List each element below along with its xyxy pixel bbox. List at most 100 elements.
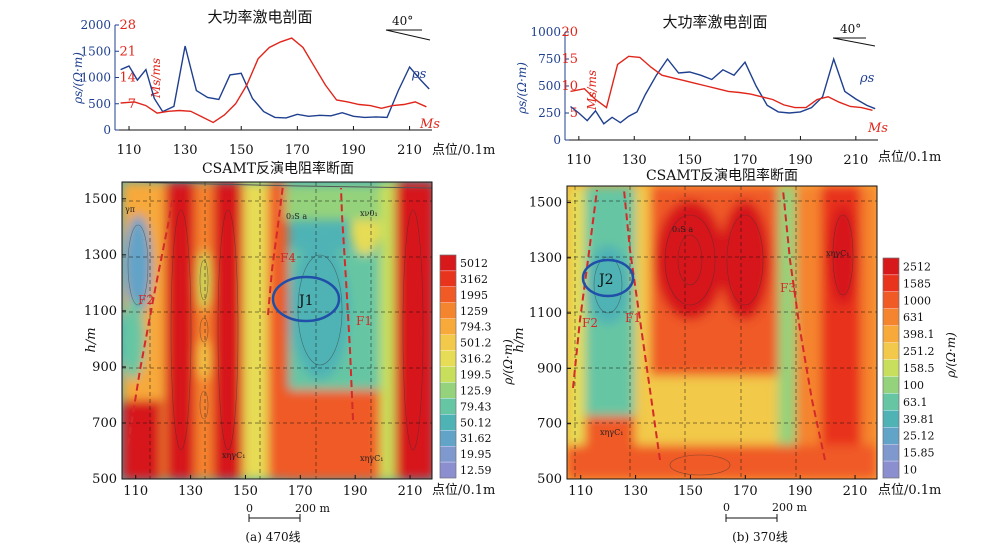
colorbar-swatch-a-9 <box>439 398 457 415</box>
x-tick-top-label-b-2: 150 <box>677 153 702 168</box>
rho-series-label-b: ρs <box>859 71 875 86</box>
x-label-top-a: 点位/0.1m <box>432 143 495 158</box>
x-label-bottom-b: 点位/0.1m <box>878 483 941 498</box>
ms-tick-label-a-3: 28 <box>119 18 136 33</box>
ms-axis-label-a: Ms/ms <box>149 58 163 99</box>
x-tick-top-label-a-0: 110 <box>117 143 142 158</box>
colorbar-value-a-0: 5012 <box>460 257 488 270</box>
colorbar-label-b: ρ/(Ω·m) <box>944 332 958 379</box>
h-tick-label-b-2: 900 <box>537 361 562 376</box>
colorbar-value-b-5: 251.2 <box>903 345 935 358</box>
direction-label-b: 40° <box>840 22 861 36</box>
ms-line-a <box>120 37 427 124</box>
scale-end-a: 200 m <box>295 502 330 515</box>
colorbar-b: 2512 1585 1000 631 398.1 251.2 158.5 100 63.1 39.… <box>882 257 935 479</box>
h-tick-label-b-0: 500 <box>537 472 562 487</box>
colorbar-swatch-b-9 <box>882 410 900 428</box>
h-tick-label-a-2: 900 <box>92 360 117 375</box>
label-osa-a: 0₃S a <box>286 212 307 221</box>
colorbar-swatch-b-5 <box>882 342 900 360</box>
colorbar-value-a-3: 1259 <box>460 305 488 318</box>
colorbar-a: 5012 3162 1995 1259 794.3 501.2 316.2 199.5 125.… <box>439 254 492 479</box>
x-tick-top-label-a-4: 190 <box>341 143 366 158</box>
structure-j2-ellipse <box>581 258 635 298</box>
colorbar-swatch-b-4 <box>882 325 900 343</box>
colorbar-swatch-b-12 <box>882 460 900 479</box>
colorbar-swatch-b-3 <box>882 308 900 326</box>
colorbar-value-a-1: 3162 <box>460 273 488 286</box>
direction-arrow-a: 40° <box>385 14 431 41</box>
label-xnyc-b1: xηγC₁ <box>826 249 849 258</box>
label-f2-b: F2 <box>582 316 598 330</box>
rho-tick-label-b-3: 750 <box>538 52 561 66</box>
h-tick-label-b-1: 700 <box>537 417 562 432</box>
colorbar-swatch-a-2 <box>439 286 457 303</box>
direction-label-a: 40° <box>392 14 413 28</box>
x-tick-bottom-label-b-4: 190 <box>788 484 813 499</box>
h-tick-label-a-0: 500 <box>92 472 117 487</box>
h-tick-label-a-1: 700 <box>92 416 117 431</box>
label-gamma-pi-a: γπ <box>125 205 135 214</box>
label-f2-a: F2 <box>138 293 154 307</box>
colorbar-value-b-4: 398.1 <box>903 328 935 341</box>
x-label-bottom-a: 点位/0.1m <box>432 483 495 498</box>
h-tick-label-a-3: 1100 <box>84 304 117 319</box>
fault-f4-a <box>267 184 284 316</box>
label-osa-b: 0₃S a <box>672 225 693 234</box>
colorbar-label-a: ρ/(Ω·m) <box>501 339 515 386</box>
rho-series-label-a: ρs <box>411 67 427 82</box>
rho-tick-label-b-4: 1000 <box>530 25 561 39</box>
h-tick-label-b-3: 1100 <box>529 306 562 321</box>
x-tick-bottom-label-b-5: 210 <box>843 484 868 499</box>
resistivity-section-a: J1 F1 F2 F4 γπ xηγC₁ xηγC₁ 0₃S a xν0₁ <box>121 181 433 480</box>
x-tick-bottom-label-b-3: 170 <box>733 484 758 499</box>
colorbar-swatch-a-0 <box>439 254 457 272</box>
h-tick-label-b-5: 1500 <box>529 196 562 211</box>
ms-tick-label-b-3: 20 <box>561 25 578 40</box>
rho-tick-label-a-3: 1500 <box>80 44 111 58</box>
colorbar-swatch-a-12 <box>439 445 457 463</box>
x-tick-bottom-label-a-4: 190 <box>343 484 368 499</box>
x-ticks-bottom-a: 110 130 150 170 190 210 <box>123 475 422 499</box>
h-axis-label-a: h/m <box>84 327 99 352</box>
x-tick-bottom-label-b-0: 110 <box>568 484 593 499</box>
x-tick-top-label-a-5: 210 <box>397 143 422 158</box>
ms-series-label-b: Ms <box>867 121 888 136</box>
colorbar-swatch-b-0 <box>882 257 900 276</box>
colorbar-value-a-6: 316.2 <box>460 353 492 366</box>
colorbar-swatch-a-6 <box>439 350 457 367</box>
colorbar-value-b-8: 63.1 <box>903 396 928 409</box>
colorbar-value-a-4: 794.3 <box>460 321 492 334</box>
caption-a: (a) 470线 <box>245 530 300 544</box>
resistivity-section-b: J2 F1 F2 F3 0₃S a xηγC₁ xηγC₁ <box>566 185 878 480</box>
ms-axis-label-b: Ms/ms <box>585 70 599 111</box>
h-tick-label-b-4: 1300 <box>529 251 562 266</box>
label-xnyc-a2: xηγC₁ <box>360 454 383 463</box>
colorbar-swatch-b-7 <box>882 376 900 394</box>
colorbar-value-a-10: 50.12 <box>460 416 492 429</box>
label-f1-a: F1 <box>356 314 372 328</box>
label-xnyc-a1: xηγC₁ <box>222 451 245 460</box>
colorbar-value-a-8: 125.9 <box>460 384 492 397</box>
colorbar-swatch-a-5 <box>439 334 457 351</box>
ms-tick-label-b-0: 5 <box>570 106 578 121</box>
fault-f3-b <box>782 189 826 461</box>
label-xnyc-b2: xηγC₁ <box>600 428 623 437</box>
rho-tick-label-b-0: 0 <box>553 133 561 147</box>
colorbar-swatch-b-6 <box>882 359 900 377</box>
fault-f2-b <box>572 189 598 389</box>
ms-series-label-a: Ms <box>419 117 440 132</box>
rho-tick-label-b-2: 500 <box>538 79 561 93</box>
colorbar-value-b-2: 1000 <box>903 294 931 307</box>
h-tick-label-a-4: 1300 <box>84 248 117 263</box>
colorbar-swatch-a-4 <box>439 318 457 335</box>
colorbar-value-a-13: 12.59 <box>460 464 492 477</box>
ms-tick-label-a-0: 7 <box>128 97 136 112</box>
x-tick-top-label-b-3: 170 <box>733 153 758 168</box>
colorbar-value-b-12: 10 <box>903 464 917 477</box>
section-title-a: CSAMT反演电阻率断面 <box>202 160 354 177</box>
ip-profile-a: 大功率激电剖面 40° 0 500 1000 1500 2000 7 14 21 28 110… <box>71 8 495 158</box>
colorbar-swatch-a-11 <box>439 430 457 447</box>
label-f1-b: F1 <box>625 311 641 325</box>
